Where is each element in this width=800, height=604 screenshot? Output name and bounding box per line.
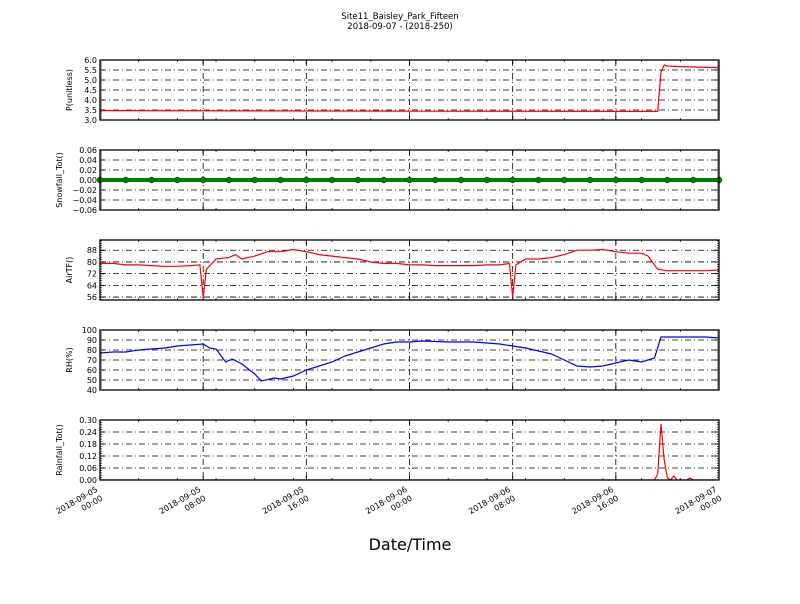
y-axis-label: P(unitless) <box>65 69 74 111</box>
y-tick-label: 72 <box>87 270 97 279</box>
y-tick-label: 5.5 <box>84 66 97 75</box>
y-tick-label: 88 <box>87 246 97 255</box>
y-tick-label: −0.02 <box>72 186 97 195</box>
series-line <box>100 248 719 298</box>
y-tick-label: 90 <box>87 336 97 345</box>
y-tick-label: 0.24 <box>79 428 97 437</box>
y-tick-label: 100 <box>82 326 97 335</box>
y-tick-label: 0.02 <box>79 166 97 175</box>
y-tick-label: 56 <box>87 293 97 302</box>
data-point <box>251 176 258 184</box>
y-tick-label: 6.0 <box>84 56 97 65</box>
y-tick-label: 5.0 <box>84 76 97 85</box>
data-point <box>535 176 542 184</box>
y-axis-label: AirTF() <box>65 257 74 284</box>
data-point <box>354 176 362 184</box>
data-point <box>586 176 594 184</box>
data-point <box>406 176 413 184</box>
axes-frame <box>99 239 720 301</box>
chart-subtitle: 2018-09-07 - (2018-250) <box>347 22 452 32</box>
data-point <box>148 176 155 184</box>
y-tick-label: 0.00 <box>79 476 97 485</box>
data-point <box>199 176 207 184</box>
data-point <box>664 176 671 184</box>
panel-2: 56 64 72 80 88 AirTF() <box>65 239 720 302</box>
data-point <box>561 176 568 184</box>
y-tick-label: 50 <box>87 376 97 385</box>
y-tick-label: 4.5 <box>84 86 97 95</box>
y-tick-label: 0.12 <box>79 452 97 461</box>
y-tick-label: 64 <box>87 281 97 290</box>
axes-frame <box>99 419 720 481</box>
x-axis-label: Date/Time <box>369 535 452 554</box>
data-point <box>328 176 336 184</box>
y-tick-label: 80 <box>87 258 97 267</box>
y-tick-label: 40 <box>87 386 97 395</box>
data-point <box>612 176 620 184</box>
data-point <box>689 176 697 184</box>
y-axis-label: Rainfall_Tot() <box>55 424 64 476</box>
data-point <box>457 176 465 184</box>
chart-title: Site11_Baisley_Park_Fifteen <box>341 12 458 22</box>
data-point <box>483 176 491 184</box>
data-point <box>277 176 284 184</box>
axes-frame <box>99 329 720 391</box>
y-axis-label: Snowfall_Tot() <box>55 152 64 208</box>
y-tick-label: 60 <box>87 366 97 375</box>
y-axis-label: RH(%) <box>65 347 74 372</box>
y-tick-label: 0.06 <box>79 146 97 155</box>
series-line <box>100 64 719 112</box>
data-point <box>380 176 387 184</box>
panel-4: 0.00 0.06 0.12 0.18 0.24 0.30 Rainfall_Tot() <box>55 416 720 485</box>
data-point <box>174 176 181 184</box>
data-point <box>432 176 439 184</box>
y-tick-label: 70 <box>87 356 97 365</box>
y-tick-label: −0.06 <box>72 206 97 215</box>
data-point <box>638 176 645 184</box>
y-tick-label: 0.00 <box>79 176 97 185</box>
panel-1: −0.06−0.04−0.020.000.020.040.06 Snowfall_… <box>55 146 723 215</box>
data-point <box>122 176 130 184</box>
y-tick-label: 0.06 <box>79 464 97 473</box>
data-point <box>509 176 516 184</box>
y-tick-label: 3.0 <box>84 116 97 125</box>
data-point <box>225 176 233 184</box>
y-tick-label: −0.04 <box>72 196 97 205</box>
y-tick-label: 0.18 <box>79 440 97 449</box>
y-tick-label: 0.30 <box>79 416 97 425</box>
y-tick-label: 0.04 <box>79 156 97 165</box>
series-line <box>100 336 719 382</box>
y-tick-label: 3.5 <box>84 106 97 115</box>
y-tick-label: 4.0 <box>84 96 97 105</box>
axes-frame <box>99 59 720 121</box>
axes-frame <box>99 149 720 211</box>
y-tick-label: 80 <box>87 346 97 355</box>
data-point <box>303 176 310 184</box>
panel-0: 3.03.54.04.55.05.56.0 P(unitless) <box>65 56 720 125</box>
series-line <box>100 423 719 480</box>
